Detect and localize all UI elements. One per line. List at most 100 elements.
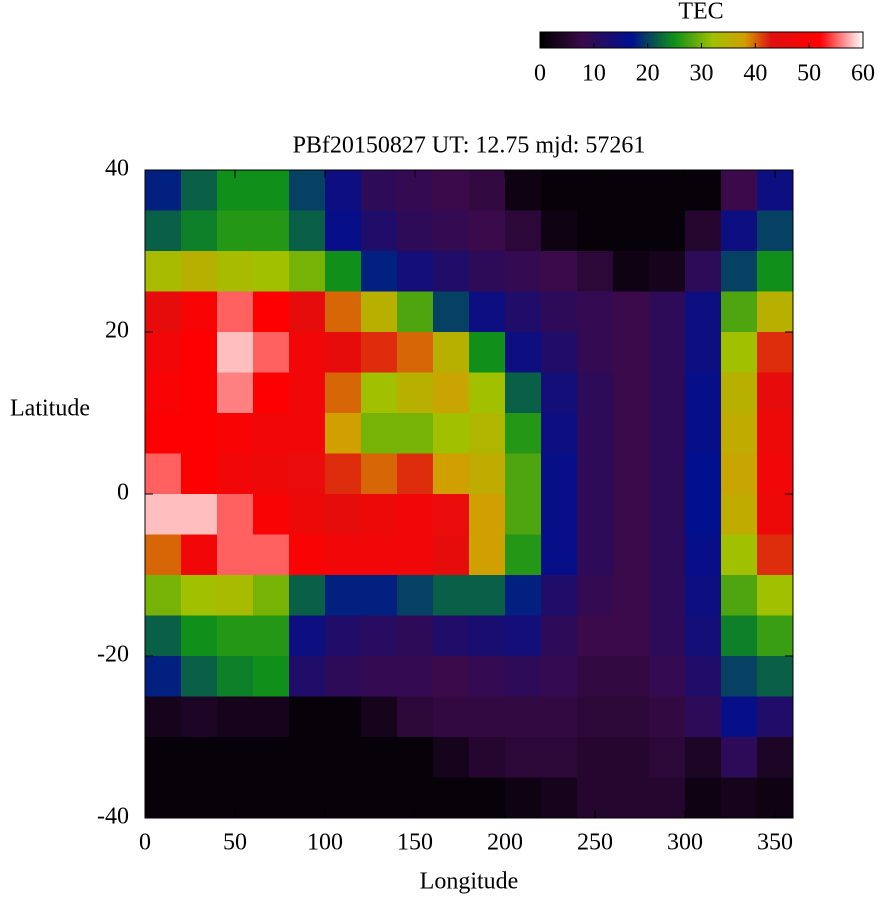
heatmap-cell bbox=[289, 332, 326, 373]
heatmap-cell bbox=[649, 453, 686, 495]
heatmap-cell bbox=[469, 413, 506, 454]
colorbar-tick-label: 0 bbox=[534, 61, 546, 87]
heatmap-cell bbox=[145, 534, 182, 576]
heatmap-cell bbox=[433, 777, 470, 819]
heatmap-cell bbox=[541, 372, 578, 414]
heatmap-cell bbox=[253, 494, 290, 535]
heatmap-cell bbox=[613, 737, 650, 778]
heatmap-cell bbox=[757, 656, 794, 697]
heatmap-cell bbox=[505, 332, 542, 373]
heatmap-cell bbox=[613, 494, 650, 535]
heatmap-cell bbox=[433, 170, 470, 211]
heatmap-cell bbox=[145, 210, 182, 252]
heatmap-cell bbox=[181, 372, 218, 414]
heatmap-cell bbox=[757, 696, 794, 738]
heatmap-cell bbox=[397, 494, 434, 535]
heatmap-cell bbox=[685, 575, 722, 616]
heatmap-cell bbox=[505, 291, 542, 333]
x-tick-label: 50 bbox=[223, 830, 247, 856]
heatmap-cell bbox=[289, 534, 326, 576]
heatmap-cell bbox=[433, 534, 470, 576]
heatmap-cell bbox=[757, 372, 794, 414]
heatmap-cell bbox=[721, 413, 758, 454]
heatmap-cell bbox=[253, 372, 290, 414]
heatmap-cell bbox=[289, 737, 326, 778]
colorbar-tick-label: 30 bbox=[690, 61, 714, 87]
x-axis-label: Longitude bbox=[420, 869, 519, 895]
heatmap-cell bbox=[181, 534, 218, 576]
heatmap-cell bbox=[217, 575, 254, 616]
heatmap-cell bbox=[505, 534, 542, 576]
heatmap-cell bbox=[721, 291, 758, 333]
heatmap-cell bbox=[685, 737, 722, 778]
heatmap-cell bbox=[541, 210, 578, 252]
heatmap-cell bbox=[253, 170, 290, 211]
heatmap-cell bbox=[325, 372, 362, 414]
heatmap-cell bbox=[505, 575, 542, 616]
heatmap-cell bbox=[145, 372, 182, 414]
heatmap-cell bbox=[721, 251, 758, 292]
heatmap-cell bbox=[757, 494, 794, 535]
heatmap-cell bbox=[613, 696, 650, 738]
heatmap-cell bbox=[541, 170, 578, 211]
heatmap-cell bbox=[685, 494, 722, 535]
heatmap-cell bbox=[217, 696, 254, 738]
heatmap-cell bbox=[649, 575, 686, 616]
colorbar-tick-label: 20 bbox=[636, 61, 660, 87]
heatmap-cell bbox=[577, 494, 614, 535]
heatmap-cell bbox=[757, 737, 794, 778]
heatmap-cell bbox=[325, 534, 362, 576]
heatmap-cell bbox=[253, 615, 290, 657]
heatmap-cell bbox=[145, 575, 182, 616]
colorbar-tick-label: 10 bbox=[582, 61, 606, 87]
heatmap-cell bbox=[361, 170, 398, 211]
heatmap-cell bbox=[757, 413, 794, 454]
y-tick-label: 40 bbox=[105, 156, 129, 182]
heatmap-cell bbox=[613, 413, 650, 454]
heatmap-cell bbox=[541, 251, 578, 292]
heatmap-cell bbox=[613, 251, 650, 292]
heatmap-cell bbox=[541, 291, 578, 333]
heatmap-cell bbox=[181, 170, 218, 211]
heatmap-cell bbox=[505, 170, 542, 211]
y-axis-label: Latitude bbox=[10, 396, 90, 422]
heatmap-cell bbox=[649, 777, 686, 819]
x-tick-label: 250 bbox=[577, 830, 613, 856]
heatmap-cell bbox=[289, 453, 326, 495]
heatmap-cell bbox=[361, 656, 398, 697]
heatmap-cell bbox=[685, 332, 722, 373]
heatmap-cell bbox=[361, 534, 398, 576]
heatmap-cell bbox=[469, 332, 506, 373]
heatmap-cell bbox=[253, 737, 290, 778]
heatmap-cell bbox=[253, 777, 290, 819]
heatmap-cell bbox=[469, 575, 506, 616]
heatmap-cell bbox=[721, 615, 758, 657]
heatmap-cell bbox=[397, 534, 434, 576]
heatmap-cell bbox=[541, 453, 578, 495]
heatmap-cell bbox=[325, 251, 362, 292]
heatmap-cell bbox=[613, 372, 650, 414]
heatmap-cell bbox=[325, 575, 362, 616]
heatmap-cell bbox=[613, 210, 650, 252]
heatmap-cell bbox=[757, 251, 794, 292]
heatmap-cell bbox=[325, 170, 362, 211]
heatmap-cell bbox=[361, 737, 398, 778]
heatmap-cell bbox=[397, 210, 434, 252]
heatmap-cell bbox=[181, 291, 218, 333]
heatmap-cell bbox=[685, 210, 722, 252]
heatmap-cell bbox=[721, 534, 758, 576]
heatmap-cell bbox=[433, 251, 470, 292]
heatmap-cell bbox=[397, 413, 434, 454]
heatmap-cell bbox=[577, 575, 614, 616]
heatmap-cell bbox=[469, 251, 506, 292]
heatmap-cell bbox=[325, 696, 362, 738]
heatmap-cell bbox=[289, 656, 326, 697]
heatmap-cell bbox=[433, 291, 470, 333]
heatmap-cell bbox=[721, 777, 758, 819]
heatmap-cell bbox=[181, 737, 218, 778]
heatmap-cell bbox=[685, 615, 722, 657]
heatmap-cell bbox=[325, 332, 362, 373]
heatmap-cell bbox=[217, 251, 254, 292]
heatmap-cell bbox=[721, 372, 758, 414]
heatmap-cell bbox=[289, 291, 326, 333]
